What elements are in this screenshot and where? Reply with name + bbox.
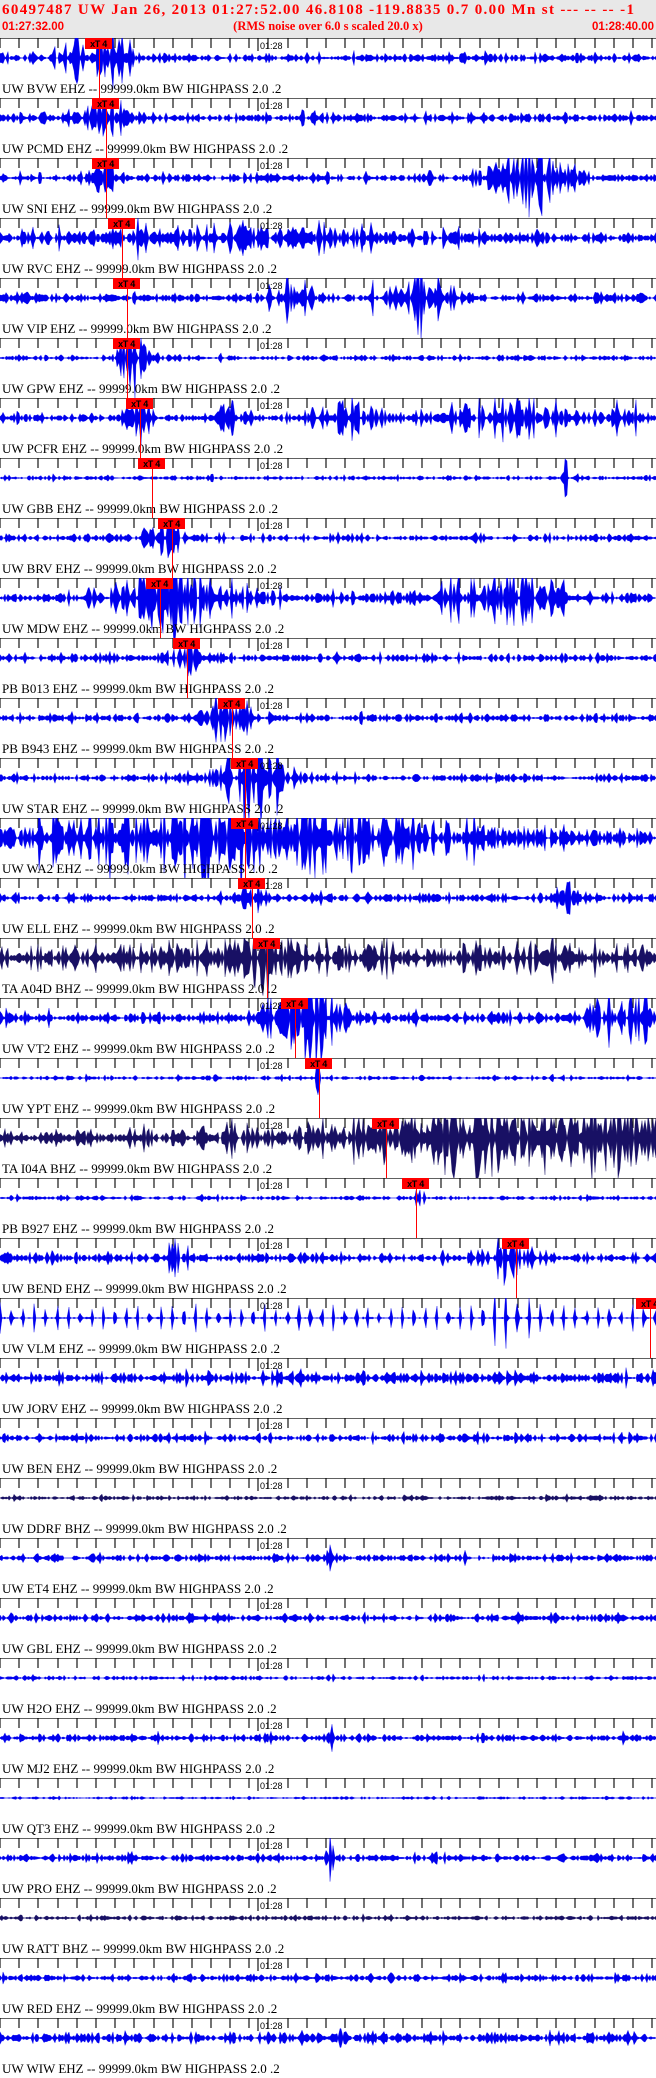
svg-text:01:28: 01:28 <box>260 1601 283 1611</box>
svg-text:01:28: 01:28 <box>260 41 283 51</box>
svg-text:UW RVC EHZ -- 99999.0km BW HI: UW RVC EHZ -- 99999.0km BW HIGHPASS 2.0 … <box>2 261 277 276</box>
svg-text:UW GPW EHZ -- 99999.0km BW HI: UW GPW EHZ -- 99999.0km BW HIGHPASS 2.0 … <box>2 381 280 396</box>
svg-text:UW ELL EHZ -- 99999.0km BW HI: UW ELL EHZ -- 99999.0km BW HIGHPASS 2.0 … <box>2 921 275 936</box>
svg-text:UW GBL EHZ -- 99999.0km BW HI: UW GBL EHZ -- 99999.0km BW HIGHPASS 2.0 … <box>2 1641 277 1656</box>
svg-text:UW RATT BHZ -- 99999.0km BW H: UW RATT BHZ -- 99999.0km BW HIGHPASS 2.0… <box>2 1941 284 1956</box>
svg-text:01:28: 01:28 <box>260 221 283 231</box>
svg-text:01:28: 01:28 <box>260 461 283 471</box>
svg-text:01:28: 01:28 <box>260 1481 283 1491</box>
svg-text:01:28: 01:28 <box>260 1361 283 1371</box>
svg-text:UW VT2 EHZ -- 99999.0km BW HI: UW VT2 EHZ -- 99999.0km BW HIGHPASS 2.0 … <box>2 1041 275 1056</box>
svg-text:01:28: 01:28 <box>260 1721 283 1731</box>
svg-text:UW PCMD EHZ -- 99999.0km BW H: UW PCMD EHZ -- 99999.0km BW HIGHPASS 2.0… <box>2 141 288 156</box>
svg-text:01:28: 01:28 <box>260 1961 283 1971</box>
svg-text:UW RED EHZ -- 99999.0km BW HI: UW RED EHZ -- 99999.0km BW HIGHPASS 2.0 … <box>2 2001 277 2016</box>
svg-text:PB B013 EHZ -- 99999.0km BW H: PB B013 EHZ -- 99999.0km BW HIGHPASS 2.0… <box>2 681 274 696</box>
svg-text:UW WA2 EHZ -- 99999.0km BW HI: UW WA2 EHZ -- 99999.0km BW HIGHPASS 2.0 … <box>2 861 278 876</box>
svg-text:UW YPT EHZ -- 99999.0km BW HI: UW YPT EHZ -- 99999.0km BW HIGHPASS 2.0 … <box>2 1101 275 1116</box>
svg-text:01:28: 01:28 <box>260 1841 283 1851</box>
svg-text:01:28: 01:28 <box>260 1061 283 1071</box>
svg-text:01:28: 01:28 <box>260 1421 283 1431</box>
svg-text:UW MDW EHZ -- 99999.0km BW HI: UW MDW EHZ -- 99999.0km BW HIGHPASS 2.0 … <box>2 621 284 636</box>
svg-text:UW BEN EHZ -- 99999.0km BW HI: UW BEN EHZ -- 99999.0km BW HIGHPASS 2.0 … <box>2 1461 277 1476</box>
svg-text:UW QT3 EHZ -- 99999.0km BW HI: UW QT3 EHZ -- 99999.0km BW HIGHPASS 2.0 … <box>2 1821 275 1836</box>
svg-text:UW SNI EHZ -- 99999.0km BW HI: UW SNI EHZ -- 99999.0km BW HIGHPASS 2.0 … <box>2 201 272 216</box>
svg-text:01:28: 01:28 <box>260 2021 283 2031</box>
svg-text:TA A04D BHZ -- 99999.0km BW H: TA A04D BHZ -- 99999.0km BW HIGHPASS 2.0… <box>2 981 277 996</box>
svg-text:TA I04A BHZ -- 99999.0km BW H: TA I04A BHZ -- 99999.0km BW HIGHPASS 2.0… <box>2 1161 272 1176</box>
svg-text:60497487 UW Jan 26, 2013 01:27: 60497487 UW Jan 26, 2013 01:27:52.00 46.… <box>2 2 635 18</box>
svg-text:01:28:40.00: 01:28:40.00 <box>592 21 654 33</box>
svg-text:PB B943 EHZ -- 99999.0km BW H: PB B943 EHZ -- 99999.0km BW HIGHPASS 2.0… <box>2 741 274 756</box>
svg-text:UW ET4 EHZ -- 99999.0km BW HI: UW ET4 EHZ -- 99999.0km BW HIGHPASS 2.0 … <box>2 1581 274 1596</box>
svg-text:01:28: 01:28 <box>260 1541 283 1551</box>
svg-text:UW H2O EHZ -- 99999.0km BW HI: UW H2O EHZ -- 99999.0km BW HIGHPASS 2.0 … <box>2 1701 277 1716</box>
svg-text:01:28: 01:28 <box>260 1181 283 1191</box>
svg-text:01:27:32.00: 01:27:32.00 <box>2 21 64 33</box>
svg-text:01:28: 01:28 <box>260 1301 283 1311</box>
svg-text:UW VLM EHZ -- 99999.0km BW HI: UW VLM EHZ -- 99999.0km BW HIGHPASS 2.0 … <box>2 1341 280 1356</box>
svg-text:01:28: 01:28 <box>260 521 283 531</box>
svg-text:01:28: 01:28 <box>260 401 283 411</box>
svg-text:01:28: 01:28 <box>260 1121 283 1131</box>
svg-text:01:28: 01:28 <box>260 341 283 351</box>
svg-text:01:28: 01:28 <box>260 1001 283 1011</box>
svg-text:UW GBB EHZ -- 99999.0km BW HI: UW GBB EHZ -- 99999.0km BW HIGHPASS 2.0 … <box>2 501 278 516</box>
svg-text:UW MJ2 EHZ -- 99999.0km BW HI: UW MJ2 EHZ -- 99999.0km BW HIGHPASS 2.0 … <box>2 1761 274 1776</box>
svg-text:01:28: 01:28 <box>260 761 283 771</box>
svg-text:PB B927 EHZ -- 99999.0km BW H: PB B927 EHZ -- 99999.0km BW HIGHPASS 2.0… <box>2 1221 274 1236</box>
svg-text:01:28: 01:28 <box>260 1901 283 1911</box>
svg-text:01:28: 01:28 <box>260 161 283 171</box>
svg-text:UW BVW EHZ -- 99999.0km BW HI: UW BVW EHZ -- 99999.0km BW HIGHPASS 2.0 … <box>2 81 281 96</box>
svg-text:01:28: 01:28 <box>260 641 283 651</box>
svg-text:UW PCFR EHZ -- 99999.0km BW H: UW PCFR EHZ -- 99999.0km BW HIGHPASS 2.0… <box>2 441 283 456</box>
svg-text:UW WIW EHZ -- 99999.0km BW HI: UW WIW EHZ -- 99999.0km BW HIGHPASS 2.0 … <box>2 2061 280 2076</box>
svg-text:UW PRO EHZ -- 99999.0km BW HI: UW PRO EHZ -- 99999.0km BW HIGHPASS 2.0 … <box>2 1881 277 1896</box>
svg-text:01:28: 01:28 <box>260 1241 283 1251</box>
svg-text:UW STAR EHZ -- 99999.0km BW H: UW STAR EHZ -- 99999.0km BW HIGHPASS 2.0… <box>2 801 284 816</box>
svg-text:UW BRV EHZ -- 99999.0km BW HI: UW BRV EHZ -- 99999.0km BW HIGHPASS 2.0 … <box>2 561 277 576</box>
svg-text:01:28: 01:28 <box>260 1661 283 1671</box>
svg-text:01:28: 01:28 <box>260 1781 283 1791</box>
svg-text:01:28: 01:28 <box>260 581 283 591</box>
svg-text:01:28: 01:28 <box>260 101 283 111</box>
svg-text:01:28: 01:28 <box>260 821 283 831</box>
svg-text:01:28: 01:28 <box>260 701 283 711</box>
svg-text:(RMS noise over 6.0 s scaled 2: (RMS noise over 6.0 s scaled 20.0 x) <box>233 19 423 33</box>
svg-text:01:28: 01:28 <box>260 281 283 291</box>
svg-text:UW BEND EHZ -- 99999.0km BW H: UW BEND EHZ -- 99999.0km BW HIGHPASS 2.0… <box>2 1281 287 1296</box>
svg-text:UW DDRF BHZ -- 99999.0km BW H: UW DDRF BHZ -- 99999.0km BW HIGHPASS 2.0… <box>2 1521 287 1536</box>
svg-text:UW JORV EHZ -- 99999.0km BW H: UW JORV EHZ -- 99999.0km BW HIGHPASS 2.0… <box>2 1401 283 1416</box>
svg-text:UW VIP EHZ -- 99999.0km BW HI: UW VIP EHZ -- 99999.0km BW HIGHPASS 2.0 … <box>2 321 272 336</box>
